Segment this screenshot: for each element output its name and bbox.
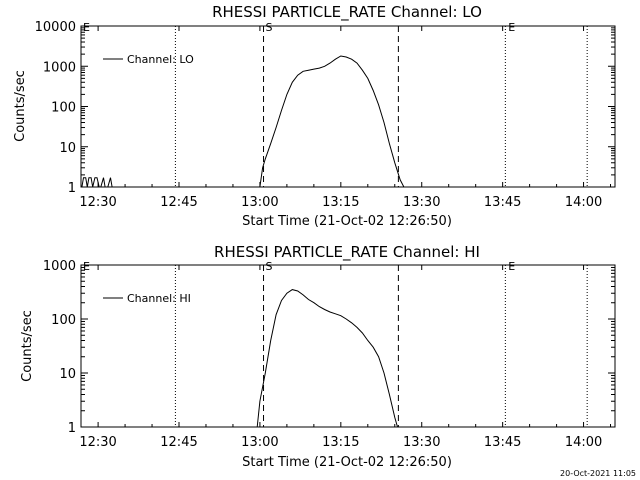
lo-event-marker: E [83, 21, 90, 34]
hi-legend: Channel: HI [103, 292, 191, 305]
lo-panel-title: RHESSI PARTICLE_RATE Channel: LO [212, 3, 482, 22]
hi-plot-frame [80, 264, 616, 428]
hi-tick-group: 12:30 12:45 13:00 13:15 13:30 13:45 14:00 1 10 10… [43, 259, 615, 450]
hi-x-tick-label: 14:00 [565, 435, 602, 450]
lo-legend: Channel: LO [103, 53, 194, 66]
hi-x-tick-label: 13:00 [241, 435, 278, 450]
lo-tick-group: 12:30 12:45 13:00 13:15 13:30 13:45 14:00 1 10 10… [35, 20, 615, 210]
lo-x-tick-label: 12:45 [160, 195, 197, 210]
lo-y-tick-label: 1000 [43, 60, 76, 75]
lo-x-tick-label: 14:00 [565, 195, 602, 210]
hi-y-tick-label: 1 [68, 421, 76, 436]
hi-panel-title: RHESSI PARTICLE_RATE Channel: HI [214, 243, 480, 262]
lo-y-tick-label: 1 [68, 181, 76, 196]
lo-series-line [81, 55, 405, 188]
lo-x-tick-label: 13:15 [322, 195, 359, 210]
lo-vline-group [174, 26, 588, 187]
lo-x-tick-label: 13:30 [403, 195, 440, 210]
hi-legend-label: Channel: HI [127, 292, 191, 305]
hi-y-tick-label: 100 [51, 313, 76, 328]
lo-y-tick-label: 10 [59, 141, 76, 156]
hi-x-tick-label: 13:30 [403, 435, 440, 450]
lo-x-tick-label: 13:00 [241, 195, 278, 210]
lo-y-axis-title: Counts/sec [13, 70, 28, 142]
hi-y-tick-label: 1000 [43, 259, 76, 274]
hi-x-tick-label: 13:15 [322, 435, 359, 450]
lo-x-tick-label: 12:30 [79, 195, 116, 210]
hi-event-marker: S [266, 260, 273, 273]
lo-plot-frame [80, 25, 616, 188]
hi-x-tick-label: 12:45 [160, 435, 197, 450]
hi-series-line [256, 289, 398, 428]
lo-y-tick-label: 10000 [35, 20, 76, 35]
hi-x-axis-title: Start Time (21-Oct-02 12:26:50) [242, 455, 452, 470]
hi-channel-panel: RHESSI PARTICLE_RATE Channel: HI Counts/… [20, 243, 616, 470]
lo-event-marker: S [266, 21, 273, 34]
lo-y-tick-label: 100 [51, 101, 76, 116]
lo-legend-label: Channel: LO [127, 53, 194, 66]
hi-x-tick-label: 12:30 [79, 435, 116, 450]
timestamp-label: 20-Oct-2021 11:05 [560, 469, 636, 478]
lo-x-tick-label: 13:45 [484, 195, 521, 210]
hi-y-tick-label: 10 [59, 367, 76, 382]
lo-event-marker: E [508, 21, 515, 34]
hi-event-marker: E [83, 260, 90, 273]
hi-y-axis-title: Counts/sec [20, 310, 35, 382]
lo-x-axis-title: Start Time (21-Oct-02 12:26:50) [242, 214, 452, 229]
hi-vline-group [174, 265, 588, 427]
hi-event-marker: E [508, 260, 515, 273]
lo-channel-panel: RHESSI PARTICLE_RATE Channel: LO Counts/… [13, 3, 616, 229]
hi-x-tick-label: 13:45 [484, 435, 521, 450]
